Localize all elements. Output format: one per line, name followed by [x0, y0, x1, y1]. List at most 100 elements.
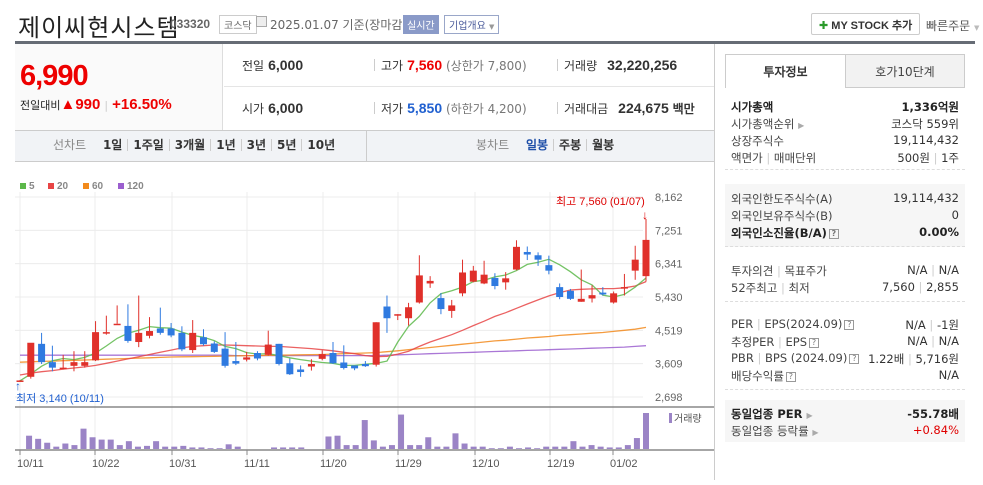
legend-label: 20: [57, 181, 69, 192]
opinion-section: 투자의견 | 목표주가 N/A | N/A 52주최고 | 최저 7,560 | 2,…: [725, 256, 965, 302]
candle: [372, 322, 380, 365]
tab-order-book-10[interactable]: 호가10단계: [845, 54, 965, 88]
tab-line-period-4[interactable]: 3년: [240, 139, 271, 151]
volume-bar: [624, 445, 631, 449]
realtime-button[interactable]: 실시간: [403, 15, 439, 34]
tab-candle-period-1[interactable]: 주봉: [553, 139, 586, 151]
candle: [16, 380, 24, 382]
volume-bar: [198, 447, 205, 449]
candle: [383, 306, 391, 319]
info-label: 동일업종 PER ▶: [731, 407, 813, 421]
trade-value-label: 거래대금: [564, 102, 609, 116]
low-annotation: 최저 3,140 (10/11): [16, 392, 104, 405]
legend-label: 5: [29, 181, 35, 192]
quick-order-label: 빠른주문: [926, 19, 971, 33]
volume-bar: [452, 433, 459, 449]
info-row: 외국인한도주식수(A) 19,114,432: [725, 190, 965, 207]
help-icon[interactable]: ?: [809, 337, 820, 348]
help-icon[interactable]: ?: [844, 319, 855, 330]
volume-bar: [26, 435, 33, 449]
tab-line-period-6[interactable]: 10년: [301, 139, 340, 151]
volume-bar: [343, 445, 350, 449]
volume-bar: [425, 437, 432, 449]
company-overview-dropdown[interactable]: 기업개요 ▼: [444, 15, 500, 34]
y-axis-tick: 8,162: [655, 192, 683, 204]
volume-bar: [379, 446, 386, 449]
volume-bar: [407, 445, 414, 449]
arrow-right-icon: ▶: [812, 428, 819, 437]
high-value: 7,560: [407, 57, 443, 73]
tab-line-period-5[interactable]: 5년: [271, 139, 301, 151]
info-value: 1.22배 | 5,716원: [868, 352, 959, 366]
volume-bar: [334, 435, 341, 449]
candle: [599, 292, 607, 295]
candlestick-chart[interactable]: 5 20 60 120 8,162 7,251 6,341 5,430 4,519 3,609 2,…: [15, 175, 715, 480]
volume-bar: [561, 446, 568, 449]
high-annotation: 최고 7,560 (01/07): [556, 195, 645, 208]
candle: [70, 362, 78, 366]
candle: [491, 277, 499, 287]
info-label: 동일업종 등락률 ▶: [731, 424, 819, 438]
company-name: 제이씨현시스템: [18, 14, 180, 42]
candle: [566, 290, 574, 299]
upper-limit: (상한가 7,800): [445, 59, 527, 73]
candle: [113, 323, 121, 326]
candle: [135, 332, 143, 343]
info-label: 외국인소진율(B/A)?: [731, 225, 839, 241]
candle: [534, 255, 542, 260]
volume-bar: [116, 445, 123, 449]
volume-bar: [515, 448, 522, 449]
price-change: 전일대비▲990 | +16.50%: [20, 96, 172, 113]
chevron-down-icon: ▼: [974, 24, 980, 32]
volume-bar: [71, 445, 78, 449]
help-icon[interactable]: ?: [785, 371, 796, 382]
volume-bar: [280, 447, 287, 449]
info-row[interactable]: 동일업종 PER ▶ -55.78배: [725, 405, 965, 422]
candle: [178, 332, 186, 350]
volume-bar: [298, 447, 305, 449]
info-label: PBR | BPS (2024.09)?: [731, 351, 860, 365]
high-price: 고가 7,560 (상한가 7,800): [381, 57, 527, 74]
info-row: 투자의견 | 목표주가 N/A | N/A: [725, 262, 965, 279]
help-icon[interactable]: ?: [828, 228, 839, 239]
volume-bar: [225, 444, 232, 449]
candle: [577, 298, 585, 302]
info-value: N/A | -1원: [905, 318, 959, 332]
help-icon[interactable]: ?: [849, 353, 860, 364]
price-summary: 6,990 전일대비▲990 | +16.50%: [15, 44, 223, 130]
candle: [361, 363, 369, 367]
candle: [59, 367, 67, 370]
info-label: 추정PER | EPS?: [731, 334, 820, 350]
tab-line-period-3[interactable]: 1년: [210, 139, 240, 151]
volume-bar: [479, 446, 486, 449]
volume-bar: [171, 446, 178, 449]
tab-line-period-0[interactable]: 1일: [102, 138, 123, 152]
info-row[interactable]: 시가총액순위 ▶ 코스닥 559위: [725, 115, 965, 132]
info-value: 19,114,432: [893, 133, 959, 147]
info-value: 0.00%: [919, 225, 959, 239]
price-stats: 전일 6,000 고가 7,560 (상한가 7,800) 거래량 32,220,25…: [224, 44, 714, 130]
stock-chart[interactable]: 5 20 60 120 8,162 7,251 6,341 5,430 4,519 3,609 2,…: [15, 175, 715, 480]
y-axis-tick: 2,698: [655, 392, 683, 404]
candle: [210, 343, 218, 352]
y-axis-tick: 3,609: [655, 359, 683, 371]
tab-line-period-2[interactable]: 3개월: [168, 139, 210, 151]
candle: [512, 246, 520, 270]
candle: [264, 344, 272, 355]
info-label: 시가총액: [731, 100, 774, 114]
candle: [156, 328, 164, 333]
tab-candle-period-0[interactable]: 일봉: [525, 138, 549, 152]
candle: [81, 362, 89, 366]
candle: [232, 361, 240, 364]
volume-bar: [416, 445, 423, 449]
candle: [102, 332, 110, 334]
arrow-up-icon: ↑: [15, 379, 21, 393]
my-stock-add-button[interactable]: ✚ MY STOCK 추가: [811, 13, 921, 35]
tab-investment-info[interactable]: 투자정보: [725, 54, 846, 88]
tab-line-period-1[interactable]: 1주일: [127, 139, 168, 151]
quick-order-dropdown[interactable]: 빠른주문 ▼: [926, 17, 979, 34]
arrow-right-icon: ▶: [806, 411, 813, 420]
tab-candle-period-2[interactable]: 월봉: [586, 139, 619, 151]
info-row[interactable]: 동일업종 등락률 ▶ +0.84%: [725, 422, 965, 439]
info-label: 시가총액순위 ▶: [731, 117, 805, 131]
